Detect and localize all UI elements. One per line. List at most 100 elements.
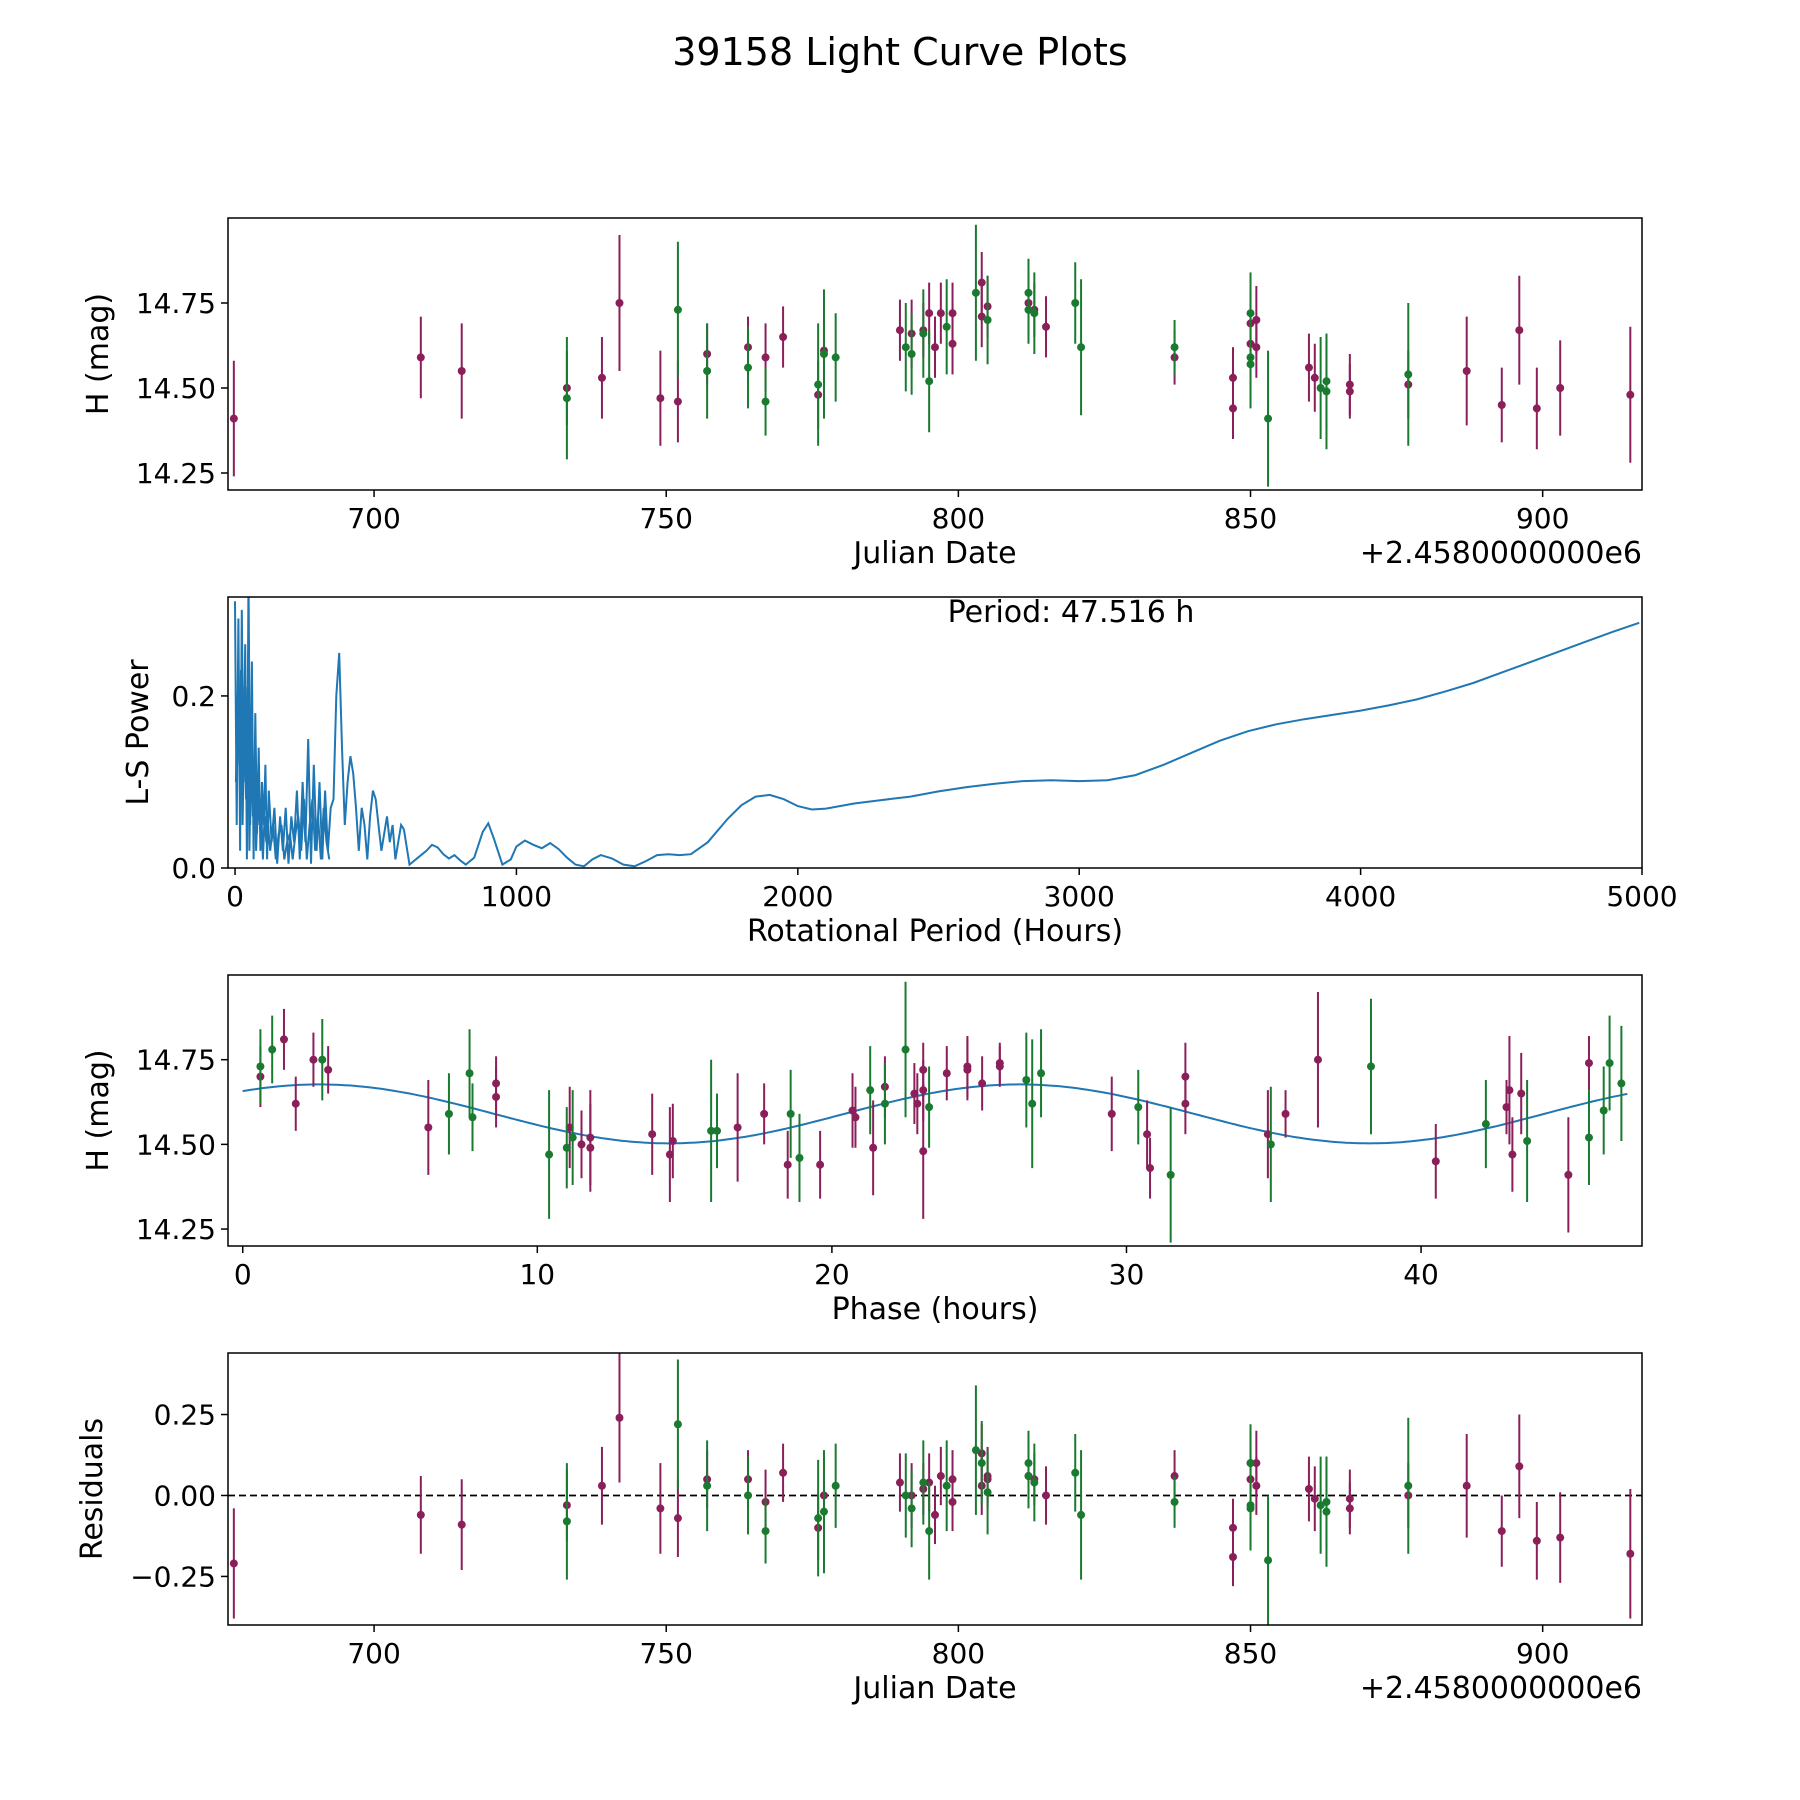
data-point bbox=[229, 414, 238, 423]
data-point bbox=[1304, 1485, 1313, 1493]
data-point bbox=[971, 1446, 980, 1455]
x-axis-label: Phase (hours) bbox=[832, 1292, 1039, 1327]
x-tick-label: 800 bbox=[932, 502, 985, 535]
x-tick-label: 700 bbox=[347, 1637, 400, 1670]
x-tick-label: 0 bbox=[226, 880, 244, 913]
data-point bbox=[1481, 1120, 1490, 1129]
data-point bbox=[977, 1459, 986, 1468]
plot-area bbox=[229, 224, 1635, 487]
x-tick-label: 10 bbox=[519, 1258, 555, 1291]
x-tick-label: 3000 bbox=[1044, 880, 1115, 913]
data-point bbox=[1505, 1086, 1514, 1095]
y-tick-label: 14.25 bbox=[136, 457, 216, 490]
data-point bbox=[1037, 1069, 1046, 1078]
data-point bbox=[1345, 1504, 1354, 1513]
y-tick-label: 0.2 bbox=[171, 680, 216, 713]
data-point bbox=[1316, 1501, 1325, 1510]
data-point bbox=[309, 1055, 318, 1064]
data-point bbox=[279, 1035, 288, 1044]
data-point bbox=[229, 1559, 238, 1568]
data-point bbox=[562, 1143, 571, 1152]
data-point bbox=[913, 1099, 922, 1108]
data-point bbox=[444, 1109, 453, 1118]
data-point bbox=[779, 1468, 788, 1477]
data-point bbox=[901, 343, 910, 352]
data-point bbox=[779, 333, 788, 341]
x-tick-label: 900 bbox=[1516, 1637, 1569, 1670]
data-point bbox=[919, 1147, 928, 1156]
data-point bbox=[1166, 1170, 1175, 1179]
data-point bbox=[1316, 384, 1325, 392]
data-point bbox=[819, 350, 828, 358]
data-point bbox=[424, 1123, 433, 1132]
data-point bbox=[1310, 373, 1319, 382]
y-axis-label: H (mag) bbox=[81, 1049, 116, 1171]
data-point bbox=[1431, 1157, 1440, 1166]
data-point bbox=[761, 397, 770, 406]
data-point bbox=[1532, 1536, 1541, 1545]
data-point bbox=[1246, 1504, 1255, 1513]
data-point bbox=[1462, 1481, 1471, 1490]
data-point bbox=[977, 312, 986, 321]
data-point bbox=[1497, 401, 1506, 409]
data-point bbox=[597, 373, 606, 382]
x-tick-label: 900 bbox=[1516, 502, 1569, 535]
power-curve-smooth bbox=[402, 621, 1640, 868]
data-point bbox=[866, 1086, 875, 1095]
axes-frame bbox=[227, 596, 1643, 869]
figure-title: 39158 Light Curve Plots bbox=[672, 30, 1127, 74]
data-point bbox=[586, 1133, 595, 1142]
data-point bbox=[1071, 299, 1080, 307]
data-point bbox=[318, 1055, 327, 1064]
data-point bbox=[1515, 1462, 1524, 1471]
data-point bbox=[1077, 343, 1086, 352]
data-point bbox=[1462, 367, 1471, 375]
data-point bbox=[1322, 387, 1331, 396]
data-point bbox=[814, 1514, 823, 1523]
data-point bbox=[597, 1481, 606, 1490]
data-point bbox=[1281, 1109, 1290, 1118]
y-tick-label: 0.00 bbox=[154, 1479, 216, 1512]
y-axis-label: Residuals bbox=[75, 1418, 110, 1560]
data-point bbox=[814, 380, 823, 389]
plot-area bbox=[228, 1353, 1642, 1625]
data-point bbox=[783, 1160, 792, 1169]
data-point bbox=[869, 1143, 878, 1152]
data-point bbox=[457, 367, 466, 375]
data-point bbox=[1181, 1099, 1190, 1108]
data-point bbox=[831, 353, 840, 362]
data-point bbox=[1042, 1491, 1051, 1500]
data-point bbox=[656, 1504, 665, 1513]
x-tick-label: 0 bbox=[234, 1258, 252, 1291]
x-tick-label: 5000 bbox=[1606, 880, 1677, 913]
data-point bbox=[907, 350, 916, 358]
data-point bbox=[895, 326, 904, 335]
y-tick-label: −0.25 bbox=[130, 1560, 216, 1593]
data-point bbox=[545, 1150, 554, 1159]
data-point bbox=[901, 1045, 910, 1054]
data-point bbox=[1599, 1106, 1608, 1115]
data-point bbox=[1228, 404, 1237, 413]
data-point bbox=[673, 305, 682, 314]
x-axis-label: Julian Date bbox=[851, 536, 1016, 571]
data-point bbox=[1143, 1130, 1152, 1139]
plot-area bbox=[242, 981, 1628, 1243]
data-point bbox=[744, 363, 753, 372]
data-point bbox=[1028, 1099, 1037, 1108]
data-point bbox=[901, 1491, 910, 1500]
data-point bbox=[1532, 404, 1541, 413]
data-point bbox=[568, 1133, 577, 1142]
data-point bbox=[1252, 1481, 1261, 1490]
data-point bbox=[713, 1126, 722, 1135]
data-point bbox=[925, 377, 934, 386]
data-point bbox=[1556, 384, 1565, 392]
data-point bbox=[703, 367, 712, 375]
data-point bbox=[416, 353, 425, 362]
x-axis-label: Rotational Period (Hours) bbox=[747, 914, 1123, 949]
data-point bbox=[936, 1472, 945, 1481]
residuals-panel: 700 750 800 850 900 −0.25 0.00 0.25 Julian Date R… bbox=[75, 1352, 1643, 1706]
x-tick-label: 30 bbox=[1109, 1258, 1145, 1291]
data-point bbox=[1626, 1549, 1635, 1558]
data-point bbox=[942, 1481, 951, 1490]
